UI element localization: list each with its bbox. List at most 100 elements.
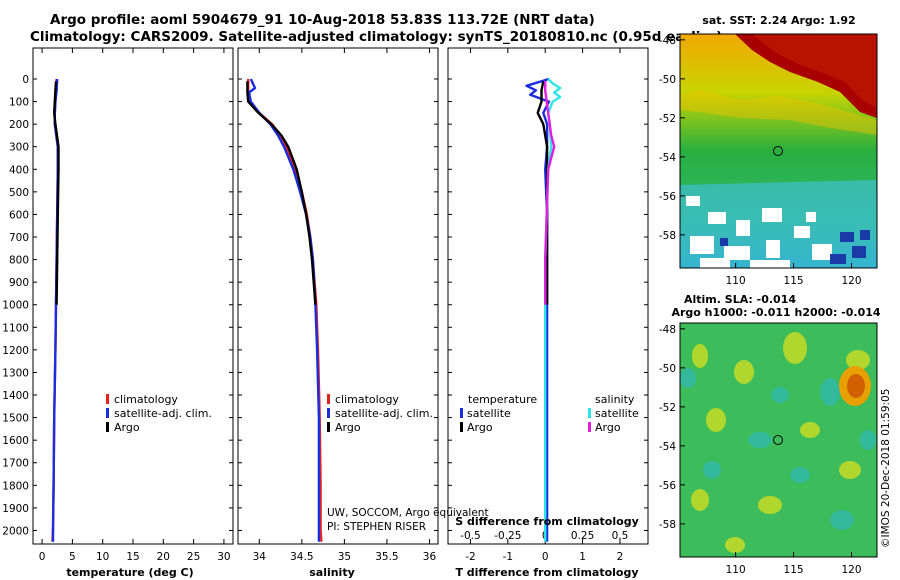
x-tick-label: 34 <box>253 551 267 563</box>
sst-map-image <box>680 34 877 268</box>
y-tick-label: 1200 <box>2 345 29 357</box>
x-tick-label: 5 <box>69 551 76 563</box>
y-tick-label: 1800 <box>2 480 29 492</box>
series-line-s-argo <box>544 81 556 305</box>
map-lat-label: -58 <box>659 519 676 531</box>
y-tick-label: 200 <box>9 119 29 131</box>
legend-swatch-s-argo <box>588 422 591 432</box>
copyright-footer: ©IMOS 20-Dec-2018 01:59:05 <box>880 389 892 548</box>
x-tick-label: 30 <box>217 551 230 563</box>
legend-label-t-argo: Argo <box>467 421 493 434</box>
credit-line-2: PI: STEPHEN RISER <box>327 521 426 533</box>
map-lat-label: -58 <box>659 230 676 242</box>
y-tick-label: 1600 <box>2 435 29 447</box>
y-tick-label: 1300 <box>2 367 29 379</box>
y-tick-label: 400 <box>9 164 29 176</box>
legend-label-climatology: climatology <box>335 393 399 406</box>
legend-swatch-satellite <box>106 408 109 418</box>
legend-swatch-t-satellite <box>460 408 463 418</box>
credit-line-1: UW, SOCCOM, Argo equivalent <box>327 507 489 519</box>
y-tick-label: 1400 <box>2 390 29 402</box>
y-tick-label: 0 <box>22 74 29 86</box>
salinity-panel-frame <box>237 47 439 545</box>
salinity-legend: climatology satellite-adj. clim. Argo <box>327 393 433 434</box>
x-tick-label: 0 <box>542 551 549 563</box>
y-tick-label: 700 <box>9 232 29 244</box>
x-tick-label: 36 <box>423 551 437 563</box>
series-layer <box>51 77 562 542</box>
difference-xlabel: T difference from climatology <box>455 566 638 579</box>
sst-float-marker <box>773 146 783 156</box>
legend-swatch-satellite <box>327 408 330 418</box>
legend-label-s-satellite: satellite <box>595 407 639 420</box>
sla-map-image <box>680 323 877 557</box>
map-lat-label: -54 <box>659 441 676 453</box>
map-lon-label: 120 <box>841 275 861 287</box>
x-tick-label: 20 <box>157 551 170 563</box>
map-lon-label: 115 <box>784 275 804 287</box>
y-tick-label: 1900 <box>2 503 29 515</box>
map-lon-label: 110 <box>726 564 746 576</box>
map-lat-label: -48 <box>659 35 676 47</box>
axis-ticks-layer: 0100200300400500600700800900100011001200… <box>2 48 648 563</box>
difference-panel-frame <box>447 47 649 545</box>
sla-float-marker <box>773 435 783 445</box>
map-lat-label: -54 <box>659 152 676 164</box>
map-lat-label: -52 <box>659 402 676 414</box>
s-tick-label: 0.5 <box>612 530 629 542</box>
s-difference-label: S difference from climatology <box>455 515 639 528</box>
map-lon-label: 120 <box>841 564 861 576</box>
map-lat-label: -50 <box>659 363 676 375</box>
legend-label-s-argo: Argo <box>595 421 621 434</box>
x-tick-label: 35 <box>338 551 351 563</box>
legend-label-climatology: climatology <box>114 393 178 406</box>
sst-map-title: sat. SST: 2.24 Argo: 1.92 <box>702 14 855 27</box>
y-tick-label: 1100 <box>2 322 29 334</box>
x-tick-label: 35.5 <box>375 551 398 563</box>
title-line-2: Climatology: CARS2009. Satellite-adjuste… <box>30 29 722 45</box>
map-lon-label: 115 <box>784 564 804 576</box>
y-tick-label: 100 <box>9 97 29 109</box>
legend-swatch-climatology <box>327 394 330 404</box>
temperature-panel-frame <box>32 47 234 545</box>
legend-label-satellite: satellite-adj. clim. <box>335 407 433 420</box>
x-tick-label: 25 <box>187 551 200 563</box>
series-line-argo <box>53 81 60 305</box>
map-lat-label: -50 <box>659 74 676 86</box>
sla-map-subtitle: Argo h1000: -0.011 h2000: -0.014 <box>671 306 880 319</box>
series-line-satellite-adj-clim- <box>247 78 321 542</box>
s-tick-label: 0.25 <box>571 530 594 542</box>
y-tick-label: 1500 <box>2 413 29 425</box>
legend-label-argo: Argo <box>114 421 140 434</box>
y-tick-label: 600 <box>9 209 29 221</box>
x-tick-label: 15 <box>126 551 139 563</box>
y-tick-label: 2000 <box>2 525 29 537</box>
s-tick-label: -0.25 <box>494 530 521 542</box>
legend-swatch-climatology <box>106 394 109 404</box>
y-tick-label: 300 <box>9 142 29 154</box>
y-tick-label: 1700 <box>2 458 29 470</box>
legend-swatch-s-satellite <box>588 408 591 418</box>
sla-map-ticks: 110 115 120 -48 -50 -52 -54 -56 -58 <box>659 324 862 576</box>
series-line-argo <box>246 81 317 305</box>
sst-map-frame <box>679 33 878 269</box>
x-tick-label: 10 <box>96 551 109 563</box>
legend-swatch-argo <box>106 422 109 432</box>
title-line-1: Argo profile: aoml 5904679_91 10-Aug-201… <box>50 12 595 28</box>
x-tick-label: 2 <box>617 551 624 563</box>
map-lat-label: -48 <box>659 324 676 336</box>
x-tick-label: -2 <box>465 551 475 563</box>
y-tick-label: 1000 <box>2 300 29 312</box>
legend-label-t-satellite: satellite <box>467 407 511 420</box>
salinity-xlabel: salinity <box>309 566 355 579</box>
x-tick-label: 1 <box>579 551 586 563</box>
sla-map-frame <box>679 322 878 558</box>
x-tick-label: 0 <box>39 551 46 563</box>
map-lat-label: -56 <box>659 480 676 492</box>
y-tick-label: 800 <box>9 255 29 267</box>
difference-legend: temperature satellite Argo salinity sate… <box>460 393 639 434</box>
sst-map-ticks: 110 115 120 -48 -50 -52 -54 -56 -58 <box>659 35 862 287</box>
x-tick-label: -1 <box>503 551 513 563</box>
temperature-xlabel: temperature (deg C) <box>66 566 193 579</box>
